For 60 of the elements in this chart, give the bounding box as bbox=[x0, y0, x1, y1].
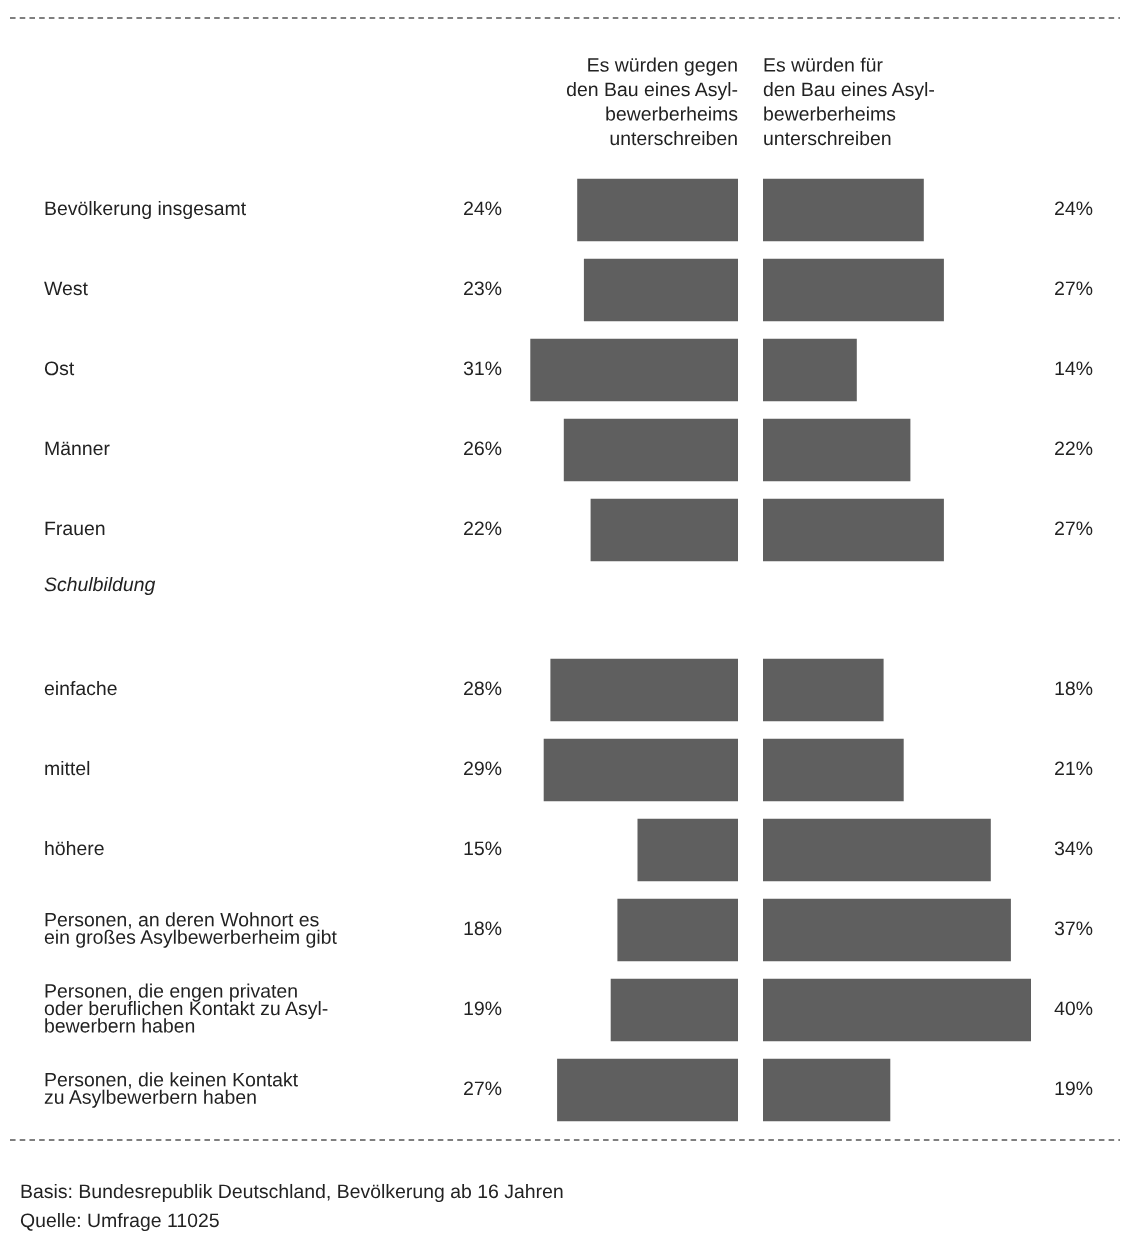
y-tick-label: Personen, an deren Wohnort es ein großes Asylbewerberheim gibt bbox=[44, 912, 337, 948]
bar bbox=[557, 1058, 738, 1122]
bar bbox=[590, 498, 738, 562]
bar bbox=[763, 658, 884, 722]
source-note: Quelle: Umfrage 11025 bbox=[20, 1212, 219, 1232]
bar bbox=[763, 818, 991, 882]
y-tick-label: einfache bbox=[44, 680, 117, 696]
data-label: 31% bbox=[463, 361, 502, 376]
y-tick-label: Personen, die keinen Kontakt zu Asylbewerbern haben bbox=[44, 1072, 298, 1108]
bar bbox=[563, 418, 738, 482]
data-label: 23% bbox=[464, 281, 502, 296]
y-tick-label: Bevölkerung insgesamt bbox=[45, 200, 246, 220]
y-tick-label: mittel bbox=[45, 760, 90, 776]
y-tick-label: West bbox=[44, 281, 88, 296]
y-tick-label: höhere bbox=[45, 840, 104, 856]
bar bbox=[577, 178, 738, 242]
bar bbox=[763, 738, 904, 802]
data-label: 24% bbox=[464, 201, 502, 216]
bar bbox=[583, 258, 738, 322]
text: Basis: Bundesrepublik Deutschland, Bevölkerung ab 16 Jahren bbox=[21, 1183, 563, 1203]
data-label: 21% bbox=[1055, 761, 1093, 776]
bar bbox=[763, 498, 944, 562]
data-label: 27% bbox=[464, 1081, 502, 1096]
data-label: 34% bbox=[1054, 841, 1093, 856]
data-label: 27% bbox=[1055, 281, 1093, 296]
bar bbox=[763, 178, 924, 242]
bar bbox=[550, 658, 738, 722]
bar bbox=[763, 258, 944, 322]
bar bbox=[543, 738, 738, 802]
bar bbox=[763, 418, 911, 482]
bar bbox=[763, 978, 1031, 1042]
data-label: 18% bbox=[464, 921, 502, 936]
data-label: 28% bbox=[464, 681, 502, 696]
chart-title: Es würden gegen den Bau eines Asyl- bewerberheims unterschreiben bbox=[566, 57, 738, 146]
data-label: 19% bbox=[1055, 1081, 1093, 1096]
y-tick-label: Schulbildung bbox=[44, 576, 156, 596]
data-label: 19% bbox=[464, 1001, 502, 1016]
data-label: 40% bbox=[1054, 1001, 1093, 1016]
data-label: 29% bbox=[464, 761, 502, 776]
data-label: 14% bbox=[1055, 361, 1093, 376]
bar bbox=[617, 898, 738, 962]
bar bbox=[530, 338, 738, 402]
y-tick-label: Männer bbox=[45, 441, 110, 456]
bar bbox=[763, 1058, 891, 1122]
data-label: 24% bbox=[1055, 201, 1093, 216]
data-label: 37% bbox=[1054, 921, 1093, 936]
bar bbox=[763, 898, 1011, 962]
bar bbox=[763, 338, 857, 402]
data-label: 26% bbox=[464, 441, 502, 456]
bar bbox=[610, 978, 738, 1042]
data-label: 27% bbox=[1055, 521, 1093, 536]
data-label: 15% bbox=[464, 841, 502, 856]
y-tick-label: Personen, die engen privaten oder beruflichen Kontakt zu Asyl- bewerbern haben bbox=[44, 983, 328, 1033]
data-label: 18% bbox=[1055, 681, 1093, 696]
y-tick-label: Ost bbox=[44, 361, 75, 376]
y-tick-label: Frauen bbox=[45, 521, 105, 536]
chart-title: Es würden für den Bau eines Asyl- bewerberheims unterschreiben bbox=[763, 57, 935, 146]
bar bbox=[637, 818, 738, 882]
data-label: 22% bbox=[464, 521, 502, 536]
data-label: 22% bbox=[1055, 441, 1093, 456]
